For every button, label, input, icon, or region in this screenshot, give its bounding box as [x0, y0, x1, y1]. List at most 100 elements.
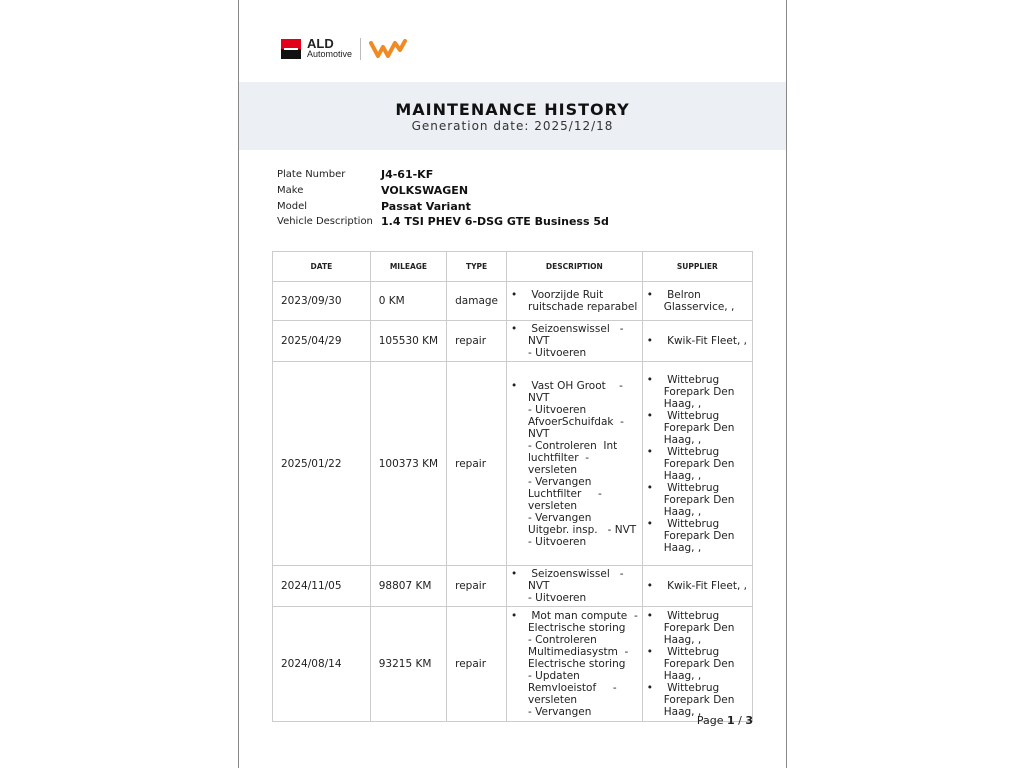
mileage-cell: 100373 KM — [369, 361, 448, 566]
vehicle-info-label: Model — [277, 200, 308, 212]
logo-line1: ALD — [307, 36, 334, 51]
type-cell: repair — [446, 320, 508, 362]
vehicle-info-value: VOLKSWAGEN — [381, 184, 469, 198]
bullet-icon: • — [511, 289, 518, 301]
vehicle-info-label: Make — [277, 185, 304, 197]
column-header: MILEAGE — [369, 251, 448, 282]
description-item: • Seizoenswissel - NVT - Uitvoeren — [511, 323, 638, 359]
description-cell: • Voorzijde Ruit ruitschade reparabel — [506, 281, 643, 321]
supplier-cell: • Belron Glasservice, , — [641, 281, 754, 321]
supplier-text: Wittebrug Forepark Den Haag, , — [663, 517, 735, 554]
supplier-cell: • Wittebrug Forepark Den Haag, , • Witteb… — [641, 606, 754, 722]
vehicle-info: Plate Number J4-61-KF Make VOLKSWAGEN Model P… — [277, 167, 609, 230]
description-cell: • Seizoenswissel - NVT - Uitvoeren — [506, 320, 643, 362]
date-cell: 2025/04/29 — [272, 320, 371, 362]
supplier-item: • Wittebrug Forepark Den Haag, , — [647, 410, 748, 446]
description-text: Voorzijde Ruit ruitschade reparabel — [528, 289, 638, 313]
page-separator: / — [734, 714, 746, 727]
supplier-cell: • Kwik-Fit Fleet, , — [641, 320, 754, 362]
description-cell: • Mot man compute - Electrische storing … — [506, 606, 643, 722]
supplier-text: Wittebrug Forepark Den Haag, , — [663, 373, 735, 410]
date-cell: 2023/09/30 — [272, 281, 371, 321]
supplier-item: • Wittebrug Forepark Den Haag, , — [647, 682, 748, 718]
description-text: Vast OH Groot - NVT - Uitvoeren AfvoerSc… — [528, 379, 637, 548]
description-text: Mot man compute - Electrische storing - … — [528, 610, 638, 718]
mileage-cell: 93215 KM — [369, 606, 448, 722]
description-item: • Seizoenswissel - NVT - Uitvoeren — [511, 568, 638, 604]
mileage-cell: 0 KM — [369, 281, 448, 321]
vehicle-info-label: Plate Number — [277, 169, 346, 181]
supplier-text: Wittebrug Forepark Den Haag, , — [663, 610, 735, 646]
vehicle-info-row: Model Passat Variant — [277, 198, 609, 214]
description-item: • Mot man compute - Electrische storing … — [511, 610, 638, 718]
page-label: Page — [696, 714, 724, 727]
current-page: 1 — [726, 714, 735, 727]
vehicle-info-row: Make VOLKSWAGEN — [277, 183, 609, 199]
table-row: 2024/08/14 93215 KM repair • Mot man comput… — [272, 606, 754, 722]
description-item: • Vast OH Groot - NVT - Uitvoeren Afvoer… — [511, 380, 638, 548]
vehicle-info-value: J4-61-KF — [381, 168, 434, 182]
table-row: 2024/11/05 98807 KM repair • Seizoenswissel… — [272, 565, 754, 607]
column-header: DATE — [272, 251, 371, 282]
table-row: 2025/04/29 105530 KM repair • Seizoenswisse… — [272, 320, 754, 362]
bullet-icon: • — [511, 379, 518, 392]
supplier-item: • Wittebrug Forepark Den Haag, , — [647, 446, 748, 482]
mileage-cell: 98807 KM — [369, 565, 448, 607]
supplier-text: Wittebrug Forepark Den Haag, , — [663, 481, 735, 518]
supplier-item: • Kwik-Fit Fleet, , — [647, 580, 748, 592]
bullet-icon: • — [646, 335, 653, 347]
supplier-text: Kwik-Fit Fleet, , — [663, 580, 747, 592]
bullet-icon: • — [646, 610, 653, 622]
supplier-item: • Belron Glasservice, , — [647, 289, 748, 313]
supplier-cell: • Wittebrug Forepark Den Haag, , • Witteb… — [641, 361, 754, 566]
bullet-icon: • — [511, 568, 518, 580]
vehicle-info-label: Vehicle Description — [277, 216, 373, 228]
mileage-cell: 105530 KM — [369, 320, 448, 362]
ald-logo-mark — [281, 39, 301, 59]
bullet-icon: • — [511, 323, 518, 335]
supplier-item: • Wittebrug Forepark Den Haag, , — [647, 482, 748, 518]
type-cell: repair — [446, 361, 508, 566]
supplier-cell: • Kwik-Fit Fleet, , — [641, 565, 754, 607]
type-cell: repair — [446, 606, 508, 722]
document-page: ALD Automotive MAINTENANCE HISTORY Gener… — [238, 0, 787, 768]
bullet-icon: • — [646, 682, 653, 694]
description-cell: • Vast OH Groot - NVT - Uitvoeren Afvoer… — [506, 361, 643, 566]
bullet-icon: • — [646, 409, 653, 422]
supplier-text: Belron Glasservice, , — [663, 289, 735, 313]
supplier-item: • Kwik-Fit Fleet, , — [647, 335, 748, 347]
type-cell: repair — [446, 565, 508, 607]
date-cell: 2024/11/05 — [272, 565, 371, 607]
company-logo: ALD Automotive — [281, 36, 408, 60]
bullet-icon: • — [646, 646, 653, 658]
table-row: 2025/01/22 100373 KM repair • Vast OH Groot… — [272, 361, 754, 566]
page-title: MAINTENANCE HISTORY — [395, 100, 630, 119]
supplier-item: • Wittebrug Forepark Den Haag, , — [647, 610, 748, 646]
supplier-item: • Wittebrug Forepark Den Haag, , — [647, 374, 748, 410]
supplier-text: Wittebrug Forepark Den Haag, , — [663, 682, 735, 718]
column-header: SUPPLIER — [641, 251, 754, 282]
title-band: MAINTENANCE HISTORY Generation date: 202… — [239, 82, 786, 150]
logo-divider — [360, 38, 362, 60]
leaseplan-logo-icon — [369, 39, 408, 58]
page-indicator: Page 1 / 3 — [697, 714, 753, 727]
supplier-text: Wittebrug Forepark Den Haag, , — [663, 409, 735, 446]
maintenance-table: DATE MILEAGE TYPE DESCRIPTION SUPPLIER 2023/… — [272, 251, 754, 722]
supplier-text: Wittebrug Forepark Den Haag, , — [663, 646, 735, 682]
bullet-icon: • — [646, 481, 653, 494]
vehicle-info-value: 1.4 TSI PHEV 6-DSG GTE Business 5d — [381, 215, 609, 229]
vehicle-info-row: Vehicle Description 1.4 TSI PHEV 6-DSG GT… — [277, 214, 609, 230]
total-pages: 3 — [745, 714, 753, 727]
bullet-icon: • — [646, 289, 653, 301]
supplier-text: Kwik-Fit Fleet, , — [663, 335, 747, 347]
bullet-icon: • — [646, 373, 653, 386]
bullet-icon: • — [646, 445, 653, 458]
bullet-icon: • — [646, 517, 653, 530]
table-row: 2023/09/30 0 KM damage • Voorzijde Ruit rui… — [272, 281, 754, 321]
vehicle-info-row: Plate Number J4-61-KF — [277, 167, 609, 183]
ald-logo-text: ALD Automotive — [307, 36, 353, 60]
bullet-icon: • — [511, 610, 518, 622]
column-header: DESCRIPTION — [506, 251, 643, 282]
supplier-text: Wittebrug Forepark Den Haag, , — [663, 445, 735, 482]
logo-line2: Automotive — [307, 49, 353, 59]
